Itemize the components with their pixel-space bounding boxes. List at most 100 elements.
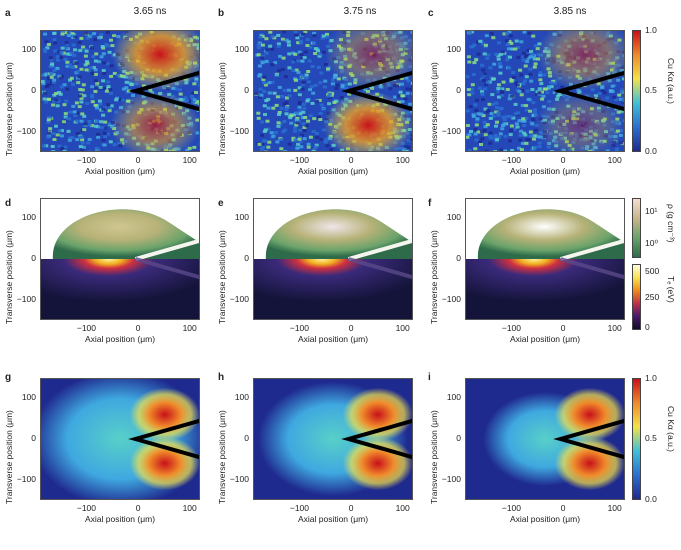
- y-axis-label: Transverse position (μm): [429, 62, 439, 156]
- te-tick-500: 500: [645, 266, 660, 276]
- te-tick-0: 0: [645, 322, 650, 332]
- image-panel-a: [40, 30, 200, 152]
- x-axis-label: Axial position (μm): [297, 166, 369, 176]
- y-tick-label: −100: [441, 125, 461, 136]
- image-panel-b: [253, 30, 413, 152]
- image-panel-g: [40, 378, 200, 500]
- panel-letter-c: c: [428, 8, 434, 19]
- rho-tick-10-0: 10⁰: [645, 238, 658, 248]
- panel-letter-g: g: [5, 372, 12, 383]
- y-axis-label: Transverse position (μm): [217, 410, 227, 504]
- x-tick-label: −100: [289, 323, 310, 333]
- x-tick-label: 100: [395, 155, 410, 165]
- y-axis-label: Transverse position (μm): [4, 410, 14, 504]
- panel-letter-e: e: [218, 198, 224, 209]
- x-tick-label: 0: [135, 323, 141, 333]
- y-tick-label: 0: [244, 253, 249, 263]
- x-tick-label: −100: [289, 503, 310, 513]
- cuka-bottom-tick-0: 0.0: [645, 494, 657, 504]
- x-axis-label: Axial position (μm): [509, 514, 581, 524]
- x-tick-label: 0: [560, 155, 566, 165]
- colorbar-rho: [632, 198, 641, 258]
- x-tick-label: 0: [135, 503, 141, 513]
- image-panel-i: [465, 378, 625, 500]
- y-axis-label: Transverse position (μm): [429, 230, 439, 324]
- y-tick-label: 100: [21, 392, 36, 403]
- panel-letter-f: f: [428, 198, 432, 209]
- x-axis-label: Axial position (μm): [84, 514, 156, 524]
- x-tick-label: 100: [182, 323, 197, 333]
- colorbar-cuka-top: [632, 30, 641, 152]
- y-axis-label: Transverse position (μm): [4, 62, 14, 156]
- y-tick-label: 100: [446, 392, 461, 403]
- x-tick-label: −100: [76, 503, 97, 513]
- x-tick-label: 0: [348, 155, 354, 165]
- image-panel-f: [465, 198, 625, 320]
- y-tick-label: 100: [446, 212, 461, 223]
- panel-letter-h: h: [218, 372, 225, 383]
- x-tick-label: −100: [501, 503, 522, 513]
- x-tick-label: 100: [607, 323, 622, 333]
- x-tick-label: −100: [501, 155, 522, 165]
- te-label: Tₑ (eV): [666, 276, 676, 303]
- y-tick-label: 0: [31, 85, 36, 95]
- y-tick-label: 0: [456, 253, 461, 263]
- x-tick-label: 100: [182, 503, 197, 513]
- x-tick-label: −100: [76, 323, 97, 333]
- y-tick-label: −100: [441, 473, 461, 484]
- y-tick-label: 100: [446, 44, 461, 55]
- x-tick-label: 100: [182, 155, 197, 165]
- panel-letter-a: a: [5, 8, 11, 19]
- x-axis-label: Axial position (μm): [84, 166, 156, 176]
- y-tick-label: 0: [244, 85, 249, 95]
- rho-label: ρ (g cm⁻³): [666, 204, 676, 243]
- x-tick-label: −100: [501, 323, 522, 333]
- colorbar-te: [632, 264, 641, 330]
- rho-tick-10-1: 10¹: [645, 206, 658, 216]
- cuka-bottom-tick-05: 0.5: [645, 433, 657, 443]
- panel-letter-b: b: [218, 8, 225, 19]
- y-tick-label: 100: [21, 212, 36, 223]
- y-tick-label: −100: [16, 125, 36, 136]
- x-axis-label: Axial position (μm): [84, 334, 156, 344]
- x-axis-label: Axial position (μm): [509, 334, 581, 344]
- y-tick-label: −100: [229, 473, 249, 484]
- panel-letter-i: i: [428, 372, 431, 383]
- y-tick-label: −100: [16, 473, 36, 484]
- y-axis-label: Transverse position (μm): [4, 230, 14, 324]
- y-tick-label: 0: [31, 253, 36, 263]
- y-tick-label: −100: [16, 293, 36, 304]
- cuka-top-tick-1: 1.0: [645, 25, 657, 35]
- te-tick-250: 250: [645, 292, 660, 302]
- x-tick-label: 0: [560, 503, 566, 513]
- image-panel-d: [40, 198, 200, 320]
- x-tick-label: 0: [560, 323, 566, 333]
- x-tick-label: 100: [395, 503, 410, 513]
- y-tick-label: 100: [234, 212, 249, 223]
- y-axis-label: Transverse position (μm): [217, 62, 227, 156]
- y-tick-label: 100: [234, 392, 249, 403]
- cuka-top-tick-05: 0.5: [645, 85, 657, 95]
- y-axis-label: Transverse position (μm): [217, 230, 227, 324]
- colorbar-cuka-bottom: [632, 378, 641, 500]
- x-axis-label: Axial position (μm): [297, 514, 369, 524]
- x-tick-label: −100: [76, 155, 97, 165]
- y-tick-label: −100: [229, 293, 249, 304]
- cuka-bottom-tick-1: 1.0: [645, 373, 657, 383]
- x-tick-label: 100: [607, 503, 622, 513]
- x-axis-label: Axial position (μm): [509, 166, 581, 176]
- y-tick-label: 100: [234, 44, 249, 55]
- image-panel-c: [465, 30, 625, 152]
- x-tick-label: −100: [289, 155, 310, 165]
- cuka-bottom-label: Cu Kα (a.u.): [666, 406, 676, 453]
- x-tick-label: 0: [135, 155, 141, 165]
- x-tick-label: 100: [395, 323, 410, 333]
- y-tick-label: −100: [441, 293, 461, 304]
- x-tick-label: 100: [607, 155, 622, 165]
- y-tick-label: 100: [21, 44, 36, 55]
- cuka-top-label: Cu Kα (a.u.): [666, 58, 676, 105]
- panel-letter-d: d: [5, 198, 12, 209]
- y-tick-label: 0: [456, 433, 461, 443]
- x-axis-label: Axial position (μm): [297, 334, 369, 344]
- y-tick-label: 0: [456, 85, 461, 95]
